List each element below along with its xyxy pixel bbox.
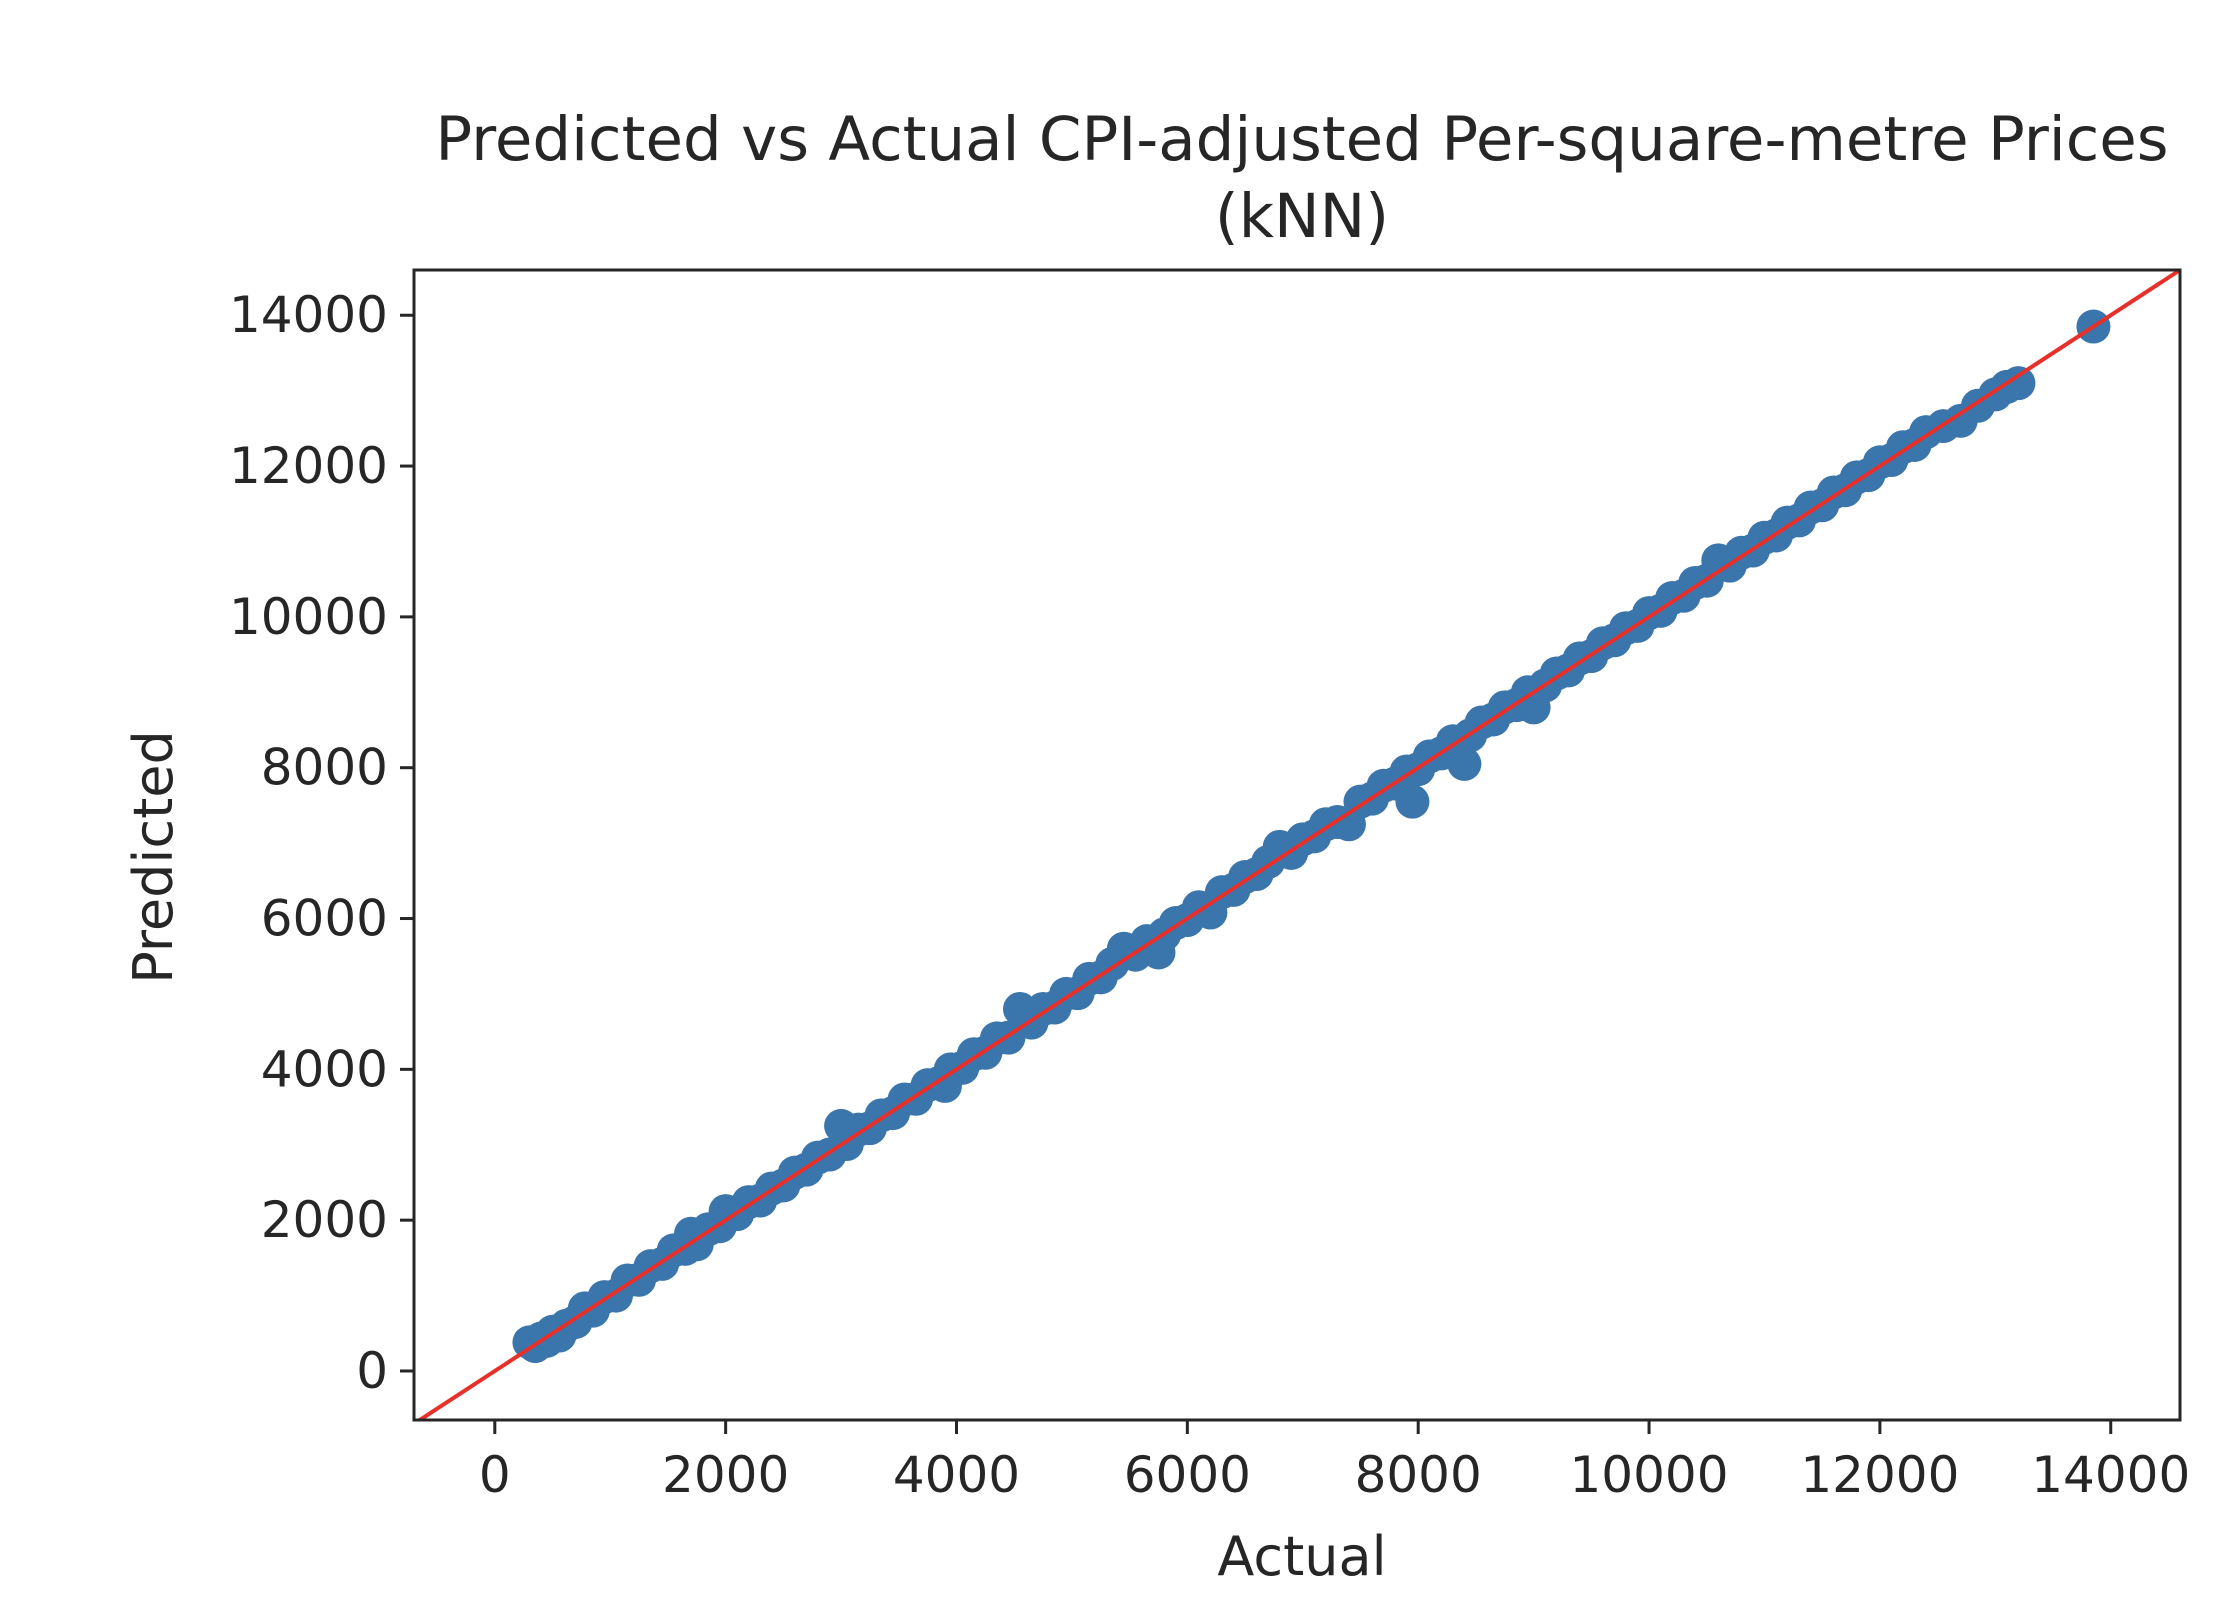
plot-area: 0 2000 4000 6000 8000 10000 12000 14000 0 2000 400…: [229, 268, 2190, 1504]
data-point: [1395, 784, 1430, 819]
y-tick-label: 2000: [261, 1191, 388, 1249]
y-tick-label: 12000: [229, 437, 388, 495]
x-tick-label: 12000: [1800, 1446, 1959, 1504]
y-tick-label: 10000: [229, 588, 388, 646]
chart-title-line-1: Predicted vs Actual CPI-adjusted Per-squ…: [435, 104, 2168, 175]
data-point: [1447, 746, 1482, 781]
x-tick-label: 14000: [2031, 1446, 2190, 1504]
y-tick-label: 8000: [261, 739, 388, 797]
y-tick-label: 0: [356, 1342, 388, 1400]
x-tick-label: 6000: [1124, 1446, 1251, 1504]
y-tick-label: 4000: [261, 1040, 388, 1098]
y-tick-label: 14000: [229, 286, 388, 344]
x-tick-label: 4000: [893, 1446, 1020, 1504]
data-point: [2001, 366, 2036, 401]
plot-frame: [412, 268, 2182, 1422]
y-tick-label: 6000: [261, 890, 388, 948]
x-tick-label: 10000: [1570, 1446, 1729, 1504]
chart-title-line-2: (kNN): [1215, 181, 1389, 252]
x-tick-label: 8000: [1355, 1446, 1482, 1504]
x-tick-label: 0: [479, 1446, 511, 1504]
reference-line: [416, 270, 2180, 1420]
x-axis-label: Actual: [1217, 1525, 1386, 1588]
x-tick-label: 2000: [662, 1446, 789, 1504]
y-axis-label: Predicted: [122, 730, 185, 984]
